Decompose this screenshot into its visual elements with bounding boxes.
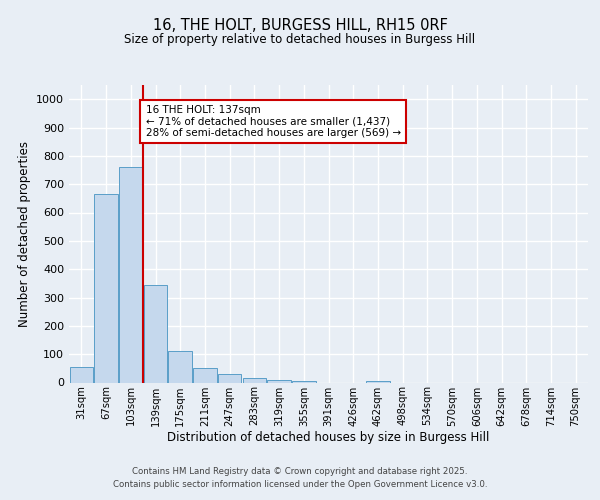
- Bar: [366, 381, 389, 382]
- Bar: [94, 194, 118, 382]
- Bar: [144, 285, 167, 382]
- Bar: [70, 367, 93, 382]
- Bar: [169, 352, 192, 382]
- Text: Contains HM Land Registry data © Crown copyright and database right 2025.: Contains HM Land Registry data © Crown c…: [132, 467, 468, 476]
- X-axis label: Distribution of detached houses by size in Burgess Hill: Distribution of detached houses by size …: [167, 431, 490, 444]
- Text: 16, THE HOLT, BURGESS HILL, RH15 0RF: 16, THE HOLT, BURGESS HILL, RH15 0RF: [152, 18, 448, 32]
- Text: 16 THE HOLT: 137sqm
← 71% of detached houses are smaller (1,437)
28% of semi-det: 16 THE HOLT: 137sqm ← 71% of detached ho…: [146, 105, 401, 138]
- Bar: [119, 167, 143, 382]
- Bar: [242, 378, 266, 382]
- Y-axis label: Number of detached properties: Number of detached properties: [17, 141, 31, 327]
- Text: Size of property relative to detached houses in Burgess Hill: Size of property relative to detached ho…: [124, 32, 476, 46]
- Bar: [218, 374, 241, 382]
- Bar: [292, 381, 316, 382]
- Text: Contains public sector information licensed under the Open Government Licence v3: Contains public sector information licen…: [113, 480, 487, 489]
- Bar: [268, 380, 291, 382]
- Bar: [193, 368, 217, 382]
